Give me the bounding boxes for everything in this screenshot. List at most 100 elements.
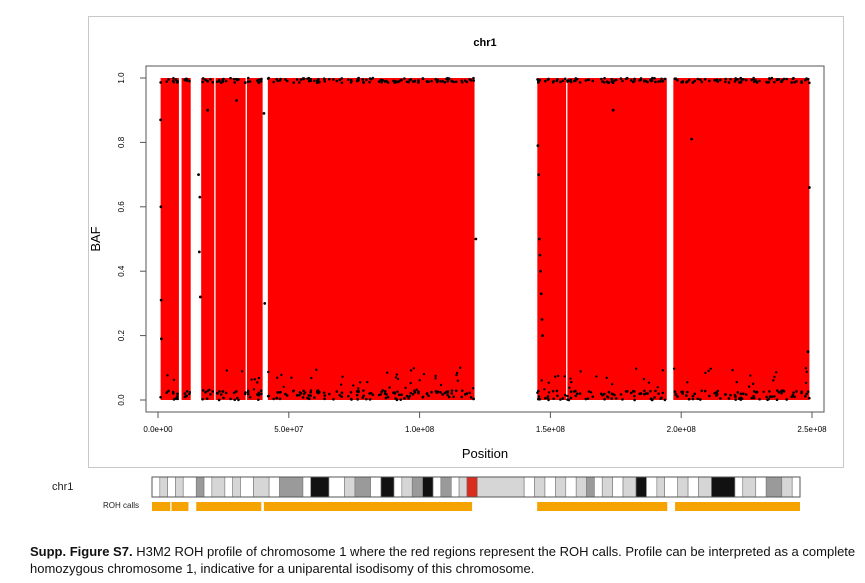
baf-point bbox=[246, 392, 250, 396]
baf-point bbox=[731, 368, 734, 372]
baf-point bbox=[198, 295, 202, 299]
roh-region-layer bbox=[160, 78, 810, 400]
baf-point bbox=[256, 393, 259, 396]
ideogram-band bbox=[411, 476, 423, 498]
y-tick-label: 0.4 bbox=[117, 265, 126, 277]
baf-point bbox=[443, 81, 447, 84]
ideogram-band bbox=[601, 476, 613, 498]
baf-point bbox=[540, 379, 543, 382]
baf-point bbox=[538, 237, 541, 241]
baf-point bbox=[307, 394, 311, 397]
baf-point bbox=[368, 398, 372, 401]
baf-point bbox=[601, 393, 604, 397]
baf-point bbox=[240, 370, 244, 373]
baf-point bbox=[566, 79, 569, 82]
baf-point bbox=[338, 78, 342, 82]
baf-point bbox=[302, 389, 305, 393]
ideogram-band bbox=[253, 476, 270, 498]
baf-point bbox=[165, 391, 168, 395]
baf-point bbox=[654, 389, 657, 393]
baf-point bbox=[455, 371, 459, 375]
baf-point bbox=[211, 390, 215, 393]
baf-point bbox=[563, 393, 567, 397]
baf-point bbox=[619, 393, 623, 396]
ideogram-band bbox=[344, 476, 356, 498]
baf-point bbox=[364, 397, 368, 401]
baf-point bbox=[257, 398, 260, 401]
ideogram-band bbox=[195, 476, 205, 498]
roh-calls-label: ROH calls bbox=[103, 501, 139, 510]
baf-point bbox=[633, 398, 636, 402]
baf-point bbox=[434, 377, 437, 380]
ideogram-band bbox=[422, 476, 434, 498]
baf-point bbox=[742, 392, 745, 396]
baf-point bbox=[727, 81, 731, 84]
baf-point bbox=[355, 393, 359, 397]
baf-point bbox=[417, 79, 420, 82]
baf-point bbox=[770, 76, 774, 80]
baf-point bbox=[341, 375, 344, 378]
y-tick-label: 0.0 bbox=[117, 394, 126, 406]
baf-point bbox=[236, 78, 239, 82]
baf-point bbox=[450, 389, 454, 392]
caption-text: H3M2 ROH profile of chromosome 1 where t… bbox=[30, 544, 856, 576]
baf-point bbox=[371, 76, 375, 80]
baf-point bbox=[379, 392, 383, 396]
baf-point bbox=[204, 391, 207, 394]
plot-box bbox=[145, 65, 825, 413]
roh-region bbox=[267, 78, 475, 400]
baf-point bbox=[447, 395, 451, 399]
baf-point bbox=[729, 77, 732, 81]
baf-point bbox=[172, 76, 175, 80]
baf-point bbox=[472, 79, 475, 82]
baf-point bbox=[413, 79, 417, 83]
baf-point bbox=[579, 370, 582, 373]
baf-point bbox=[805, 77, 808, 80]
ideogram-band bbox=[211, 476, 226, 498]
baf-point bbox=[646, 392, 649, 395]
baf-point bbox=[439, 383, 443, 387]
baf-point bbox=[215, 80, 219, 84]
baf-point bbox=[323, 394, 327, 397]
baf-point bbox=[159, 205, 163, 209]
baf-point bbox=[750, 78, 754, 82]
ideogram-chromosome-label: chr1 bbox=[52, 481, 73, 493]
baf-point bbox=[399, 78, 403, 82]
baf-point bbox=[257, 376, 261, 380]
baf-point bbox=[250, 378, 253, 381]
baf-point bbox=[676, 395, 679, 398]
baf-point bbox=[543, 396, 547, 400]
baf-point bbox=[219, 393, 223, 396]
baf-point bbox=[780, 389, 783, 393]
baf-point bbox=[413, 390, 417, 394]
ideogram-band bbox=[612, 476, 624, 498]
ideogram-band bbox=[328, 476, 345, 498]
ideogram-band bbox=[677, 476, 689, 498]
baf-point bbox=[634, 367, 638, 370]
baf-point bbox=[340, 391, 344, 395]
baf-point bbox=[397, 393, 401, 397]
baf-point bbox=[736, 78, 740, 81]
ideogram-band bbox=[159, 476, 168, 498]
baf-point bbox=[409, 78, 413, 81]
baf-point bbox=[224, 79, 228, 83]
baf-point bbox=[591, 395, 595, 398]
baf-point bbox=[693, 392, 697, 396]
baf-point bbox=[411, 392, 415, 396]
baf-point bbox=[772, 379, 775, 382]
baf-point bbox=[632, 390, 636, 393]
baf-point bbox=[368, 392, 371, 395]
baf-point bbox=[733, 393, 737, 397]
baf-point bbox=[752, 389, 756, 393]
x-tick-label: 2.0e+08 bbox=[667, 425, 697, 434]
roh-call-segment bbox=[196, 502, 262, 511]
baf-point bbox=[278, 79, 282, 82]
baf-point bbox=[233, 398, 237, 402]
x-tick-label: 5.0e+07 bbox=[274, 425, 304, 434]
baf-point bbox=[469, 79, 473, 82]
baf-point bbox=[188, 79, 191, 83]
baf-point bbox=[380, 390, 384, 394]
baf-point bbox=[393, 392, 397, 395]
baf-point bbox=[167, 389, 170, 393]
baf-point bbox=[205, 397, 209, 400]
